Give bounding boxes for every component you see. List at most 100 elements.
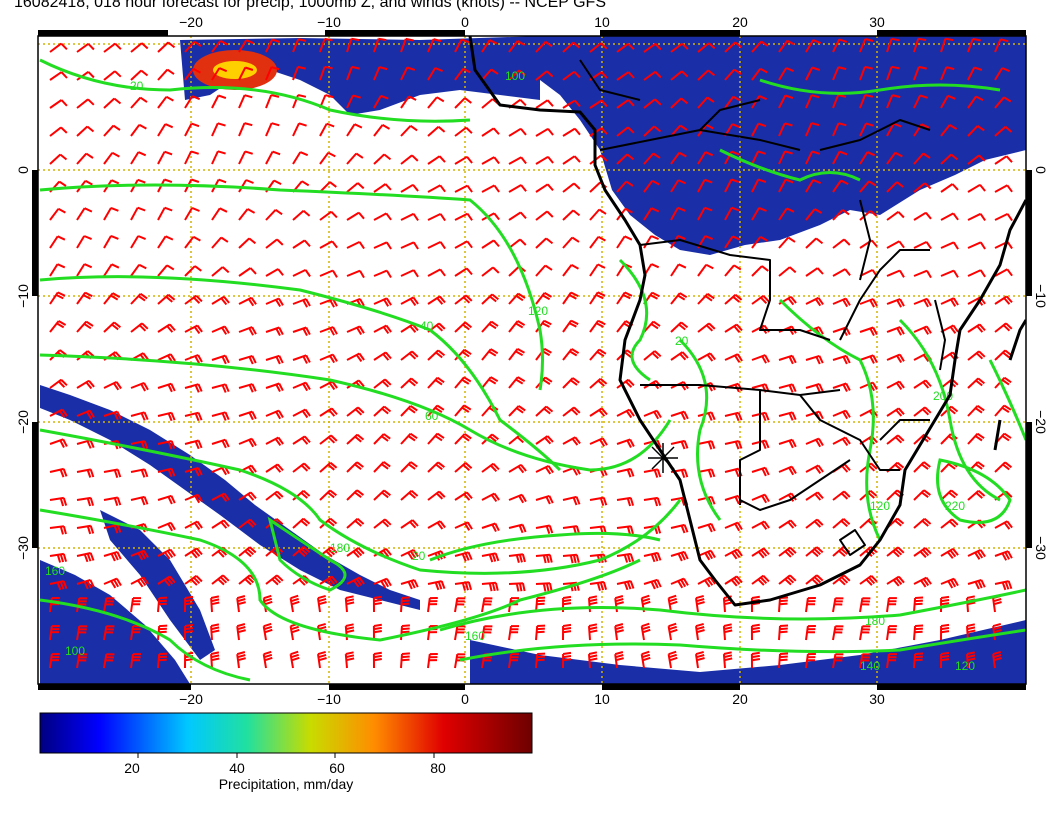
wind-barb-icon xyxy=(344,595,355,613)
wind-barb-icon xyxy=(373,378,392,389)
wind-barb-icon xyxy=(454,267,473,277)
wind-barb-icon xyxy=(751,122,767,137)
wind-barb-icon xyxy=(427,125,446,137)
contour-label: 180 xyxy=(330,541,350,555)
wind-barb-icon xyxy=(992,594,1002,613)
contour-label: 100 xyxy=(505,69,525,83)
wind-barb-icon xyxy=(562,236,580,249)
wind-barb-icon xyxy=(886,37,900,53)
wind-barb-icon xyxy=(76,653,88,669)
wind-barb-icon xyxy=(832,625,844,641)
wind-barb-icon xyxy=(562,377,580,389)
wind-barb-icon xyxy=(643,152,661,165)
lat-tick-label: −20 xyxy=(15,410,31,434)
wind-barb-icon xyxy=(157,411,176,422)
wind-barb-icon xyxy=(103,292,121,305)
wind-barb-icon xyxy=(319,461,338,473)
wind-barb-icon xyxy=(751,206,767,221)
wind-barb-icon xyxy=(778,122,793,137)
wind-barb-icon xyxy=(697,522,716,533)
colorbar-tick-label: 20 xyxy=(124,760,140,776)
wind-barb-icon xyxy=(805,625,816,641)
wind-barb-icon xyxy=(211,411,230,421)
wind-barb-icon xyxy=(832,94,847,109)
wind-barb-icon xyxy=(805,653,816,669)
wind-barb-icon xyxy=(157,95,174,109)
wind-barb-icon xyxy=(319,240,338,249)
wind-barb-icon xyxy=(211,383,230,393)
wind-barb-icon xyxy=(400,350,419,361)
wind-barb-icon xyxy=(317,650,327,669)
wind-barb-icon xyxy=(184,67,201,81)
wind-barb-icon xyxy=(373,547,392,559)
wind-barb-icon xyxy=(535,405,554,417)
wind-barb-icon xyxy=(238,179,254,193)
contour-line xyxy=(759,78,1001,95)
wind-barb-icon xyxy=(400,490,419,501)
contour-label: 180 xyxy=(865,614,885,628)
wind-barb-icon xyxy=(373,66,388,81)
wind-barb-icon xyxy=(614,595,624,613)
wind-barb-icon xyxy=(913,94,929,109)
wind-barb-icon xyxy=(400,269,419,278)
wind-barb-icon xyxy=(670,577,689,589)
wind-barb-icon xyxy=(859,597,871,613)
contour-label: 40 xyxy=(420,319,434,333)
precip-band-southern-ocean xyxy=(40,560,190,684)
wind-barb-icon xyxy=(157,494,176,505)
wind-barb-icon xyxy=(103,597,115,613)
wind-barb-icon xyxy=(886,434,905,445)
wind-barb-icon xyxy=(317,622,327,641)
wind-barb-icon xyxy=(508,405,526,417)
wind-barb-icon xyxy=(292,490,311,501)
wind-barb-icon xyxy=(346,182,365,193)
wind-barb-icon xyxy=(103,151,120,165)
wind-barb-icon xyxy=(130,468,149,478)
wind-barb-icon xyxy=(778,236,796,249)
contour-line xyxy=(39,428,682,575)
wind-barb-icon xyxy=(130,235,146,249)
lon-labels-top: −20 −10 0 10 20 30 xyxy=(179,14,885,30)
wind-barb-icon xyxy=(697,151,714,165)
wind-barb-icon xyxy=(400,183,419,193)
wind-barb-icon xyxy=(778,383,797,393)
wind-barb-icon xyxy=(157,235,174,249)
wind-barb-icon xyxy=(103,263,120,277)
wind-barb-icon xyxy=(562,595,572,613)
wind-barb-icon xyxy=(832,409,851,420)
wind-barb-icon xyxy=(994,126,1013,137)
wind-barb-icon xyxy=(184,439,203,450)
wind-barb-icon xyxy=(805,383,824,393)
wind-barb-icon xyxy=(589,437,608,447)
colorbar-label: Precipitation, mm/day xyxy=(218,776,354,792)
contour-line xyxy=(39,183,544,391)
wind-barb-icon xyxy=(184,324,203,334)
wind-barb-icon xyxy=(670,292,688,305)
wind-barb-icon xyxy=(211,354,230,365)
wind-barb-icon xyxy=(886,625,897,641)
wind-barb-icon xyxy=(346,576,365,588)
wind-barb-icon xyxy=(76,291,93,305)
wind-barb-icon xyxy=(481,581,499,592)
wind-barb-icon xyxy=(616,153,635,165)
wind-barb-icon xyxy=(616,438,635,448)
wind-barb-icon xyxy=(157,596,168,613)
wind-barb-icon xyxy=(427,295,446,305)
wind-barb-icon xyxy=(427,580,446,591)
wind-barb-icon xyxy=(265,208,283,221)
wind-barb-icon xyxy=(805,208,823,221)
wind-barb-icon xyxy=(667,594,678,613)
wind-barb-icon xyxy=(130,322,149,333)
wind-barb-icon xyxy=(265,490,284,501)
wind-barb-icon xyxy=(913,406,932,417)
wind-barb-icon xyxy=(832,574,851,586)
wind-barb-icon xyxy=(103,42,122,53)
wind-barb-icon xyxy=(103,625,115,641)
wind-barb-icon xyxy=(966,651,976,669)
wind-barb-icon xyxy=(400,519,419,529)
contour-line xyxy=(678,338,722,521)
wind-barb-icon xyxy=(373,433,391,445)
wind-barb-icon xyxy=(427,184,446,193)
wind-barb-icon xyxy=(967,350,986,361)
wind-barb-icon xyxy=(589,407,608,417)
